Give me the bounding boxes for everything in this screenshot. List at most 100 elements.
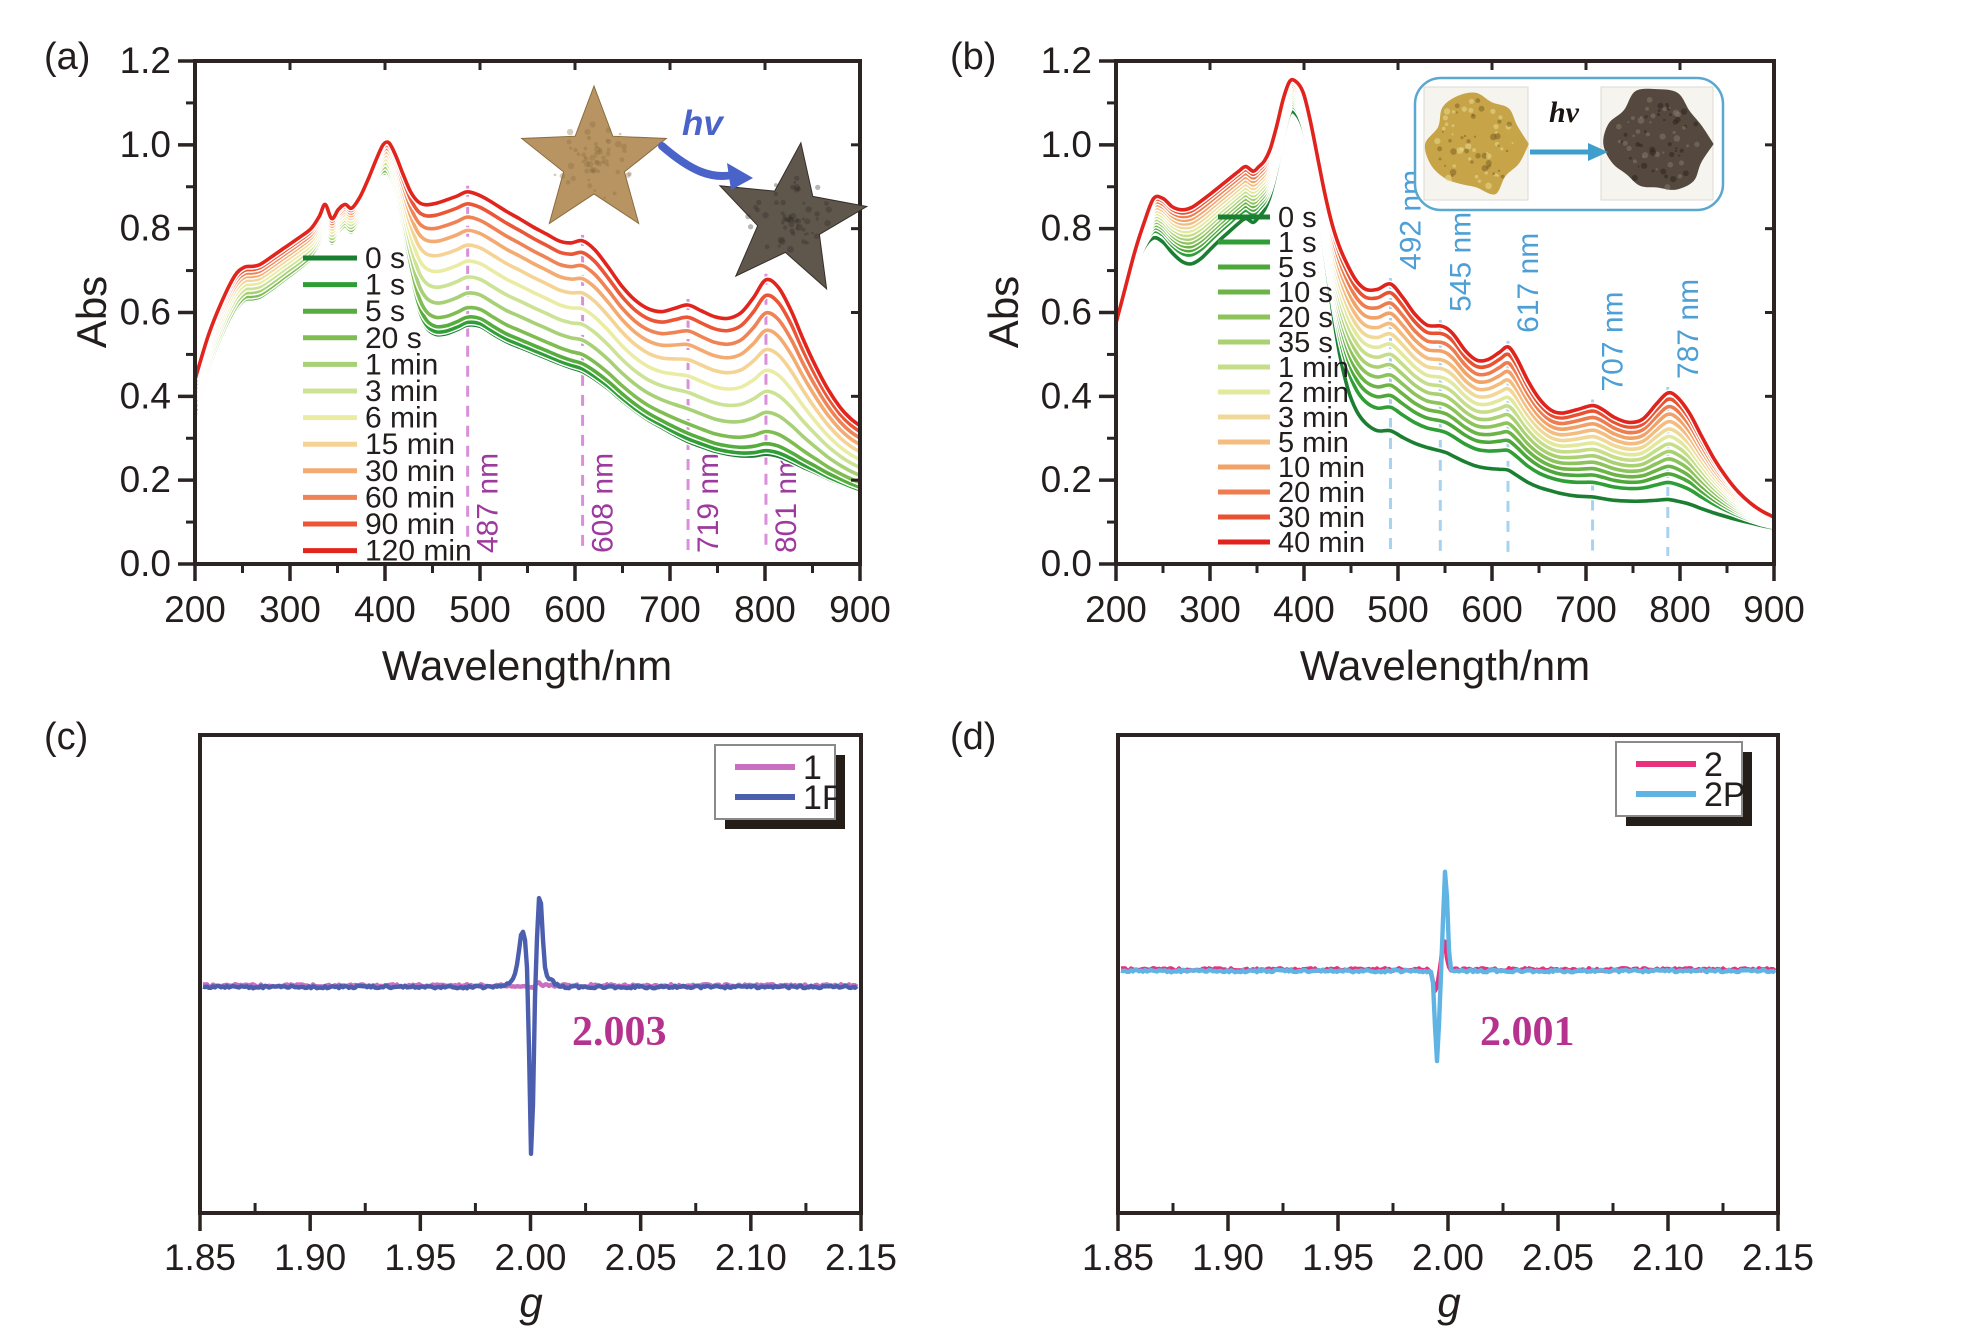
powder-before-powder-speckle bbox=[1461, 106, 1467, 112]
star-speckle bbox=[569, 146, 573, 150]
star-speckle bbox=[601, 155, 606, 160]
powder-after-powder-speckle bbox=[1635, 129, 1641, 134]
legend-label: 30 min bbox=[365, 455, 455, 488]
star-speckle bbox=[780, 199, 786, 206]
powder-before-powder-speckle bbox=[1485, 165, 1490, 170]
powder-before-powder-speckle bbox=[1484, 171, 1488, 175]
star-speckle bbox=[773, 183, 778, 187]
powder-before-powder-speckle bbox=[1511, 141, 1514, 144]
powder-before-powder-speckle bbox=[1494, 133, 1501, 140]
legend-label: 30 min bbox=[1278, 502, 1365, 534]
panel-a-yaxis-title: Abs bbox=[68, 275, 115, 349]
star-after-icon bbox=[718, 141, 869, 291]
powder-after-powder-speckle bbox=[1669, 113, 1672, 116]
legend-box bbox=[1615, 741, 1743, 817]
star-speckle bbox=[777, 236, 785, 244]
panel-b-inset bbox=[1413, 76, 1725, 212]
star-speckle bbox=[793, 186, 800, 193]
powder-before-powder-speckle bbox=[1498, 115, 1503, 120]
star-before-icon bbox=[520, 84, 668, 225]
peak-label-608: 608 nm bbox=[587, 453, 620, 553]
star-speckle bbox=[762, 212, 769, 219]
y-tick-label: 1.0 bbox=[1041, 124, 1092, 165]
x-tick-label: 1.95 bbox=[1302, 1237, 1374, 1278]
legend-label: 15 min bbox=[365, 428, 455, 461]
star-speckle bbox=[787, 245, 794, 253]
star-speckle bbox=[573, 147, 578, 153]
x-tick-label: 800 bbox=[734, 589, 796, 630]
epr-panel: 1.85 1.90 1.95 2.00 2.05 2.10 2.15 11P bbox=[164, 733, 897, 1278]
powder-before-powder-speckle bbox=[1450, 148, 1457, 155]
uvvis-panel: 487 nm 608 nm 719 nm 801 nm 200 300 400 500 600 7… bbox=[120, 40, 891, 630]
powder-after-powder-speckle bbox=[1631, 174, 1638, 182]
star-speckle bbox=[813, 233, 820, 240]
powder-after-powder-speckle bbox=[1641, 162, 1648, 169]
star-speckle bbox=[583, 146, 588, 151]
powder-after-powder-speckle bbox=[1673, 135, 1681, 142]
star-speckle bbox=[784, 217, 788, 222]
star-speckle bbox=[594, 146, 601, 153]
powder-after-powder-speckle bbox=[1656, 112, 1661, 117]
x-tick-label: 2.05 bbox=[1522, 1237, 1594, 1278]
panel-b-inset-hv-label: hv bbox=[1549, 96, 1579, 129]
star-speckle bbox=[587, 178, 591, 182]
spectra-curves bbox=[1112, 76, 1776, 532]
y-tick-label: 1.2 bbox=[1041, 40, 1092, 81]
powder-before-powder-speckle bbox=[1442, 115, 1448, 121]
star-speckle bbox=[796, 224, 800, 227]
powder-before-powder-speckle bbox=[1468, 98, 1475, 105]
star-speckle bbox=[780, 221, 785, 225]
epr-panel: 1.85 1.90 1.95 2.00 2.05 2.10 2.15 22P bbox=[1082, 733, 1814, 1278]
legend-label: 10 min bbox=[1278, 452, 1365, 484]
star-speckle bbox=[794, 175, 800, 181]
y-tick-label: 1.2 bbox=[120, 40, 171, 81]
star-speckle bbox=[627, 171, 632, 177]
powder-after-powder-speckle bbox=[1674, 149, 1678, 152]
powder-after-powder-speckle bbox=[1657, 102, 1664, 109]
y-tick-label: 0.4 bbox=[120, 375, 171, 416]
y-tick-label: 0.2 bbox=[1041, 459, 1092, 500]
powder-before-powder-speckle bbox=[1506, 121, 1512, 127]
star-speckle bbox=[778, 238, 786, 245]
axes-frame: 1.85 1.90 1.95 2.00 2.05 2.10 2.15 bbox=[164, 733, 897, 1278]
powder-after-powder-speckle bbox=[1649, 146, 1656, 153]
powder-before-powder-speckle bbox=[1477, 179, 1482, 184]
peak-label-801: 801 nm bbox=[770, 453, 803, 553]
x-tick-label: 2.00 bbox=[1412, 1237, 1484, 1278]
powder-after-powder-speckle bbox=[1630, 115, 1635, 120]
powder-after-powder-speckle bbox=[1637, 117, 1645, 124]
x-tick-label: 600 bbox=[1461, 589, 1523, 630]
star-speckle bbox=[595, 150, 601, 156]
y-tick-label: 0.4 bbox=[1041, 375, 1092, 416]
powder-before-powder-speckle bbox=[1441, 130, 1445, 133]
powder-after-powder-speckle bbox=[1651, 169, 1655, 173]
star-speckle bbox=[592, 167, 598, 173]
star-speckle bbox=[625, 172, 631, 178]
powder-after-powder-speckle bbox=[1650, 113, 1656, 119]
star-speckle bbox=[825, 206, 832, 213]
legend-label: 1 s bbox=[365, 269, 405, 302]
powder-after-powder-speckle bbox=[1679, 148, 1684, 153]
star-speckle bbox=[786, 219, 791, 223]
star-speckle bbox=[755, 207, 760, 213]
legend-label: 1 s bbox=[1278, 227, 1317, 259]
powder-before-powder-speckle bbox=[1463, 134, 1467, 138]
legend-label: 1 min bbox=[365, 348, 438, 381]
x-tick-label: 1.90 bbox=[274, 1237, 346, 1278]
powder-after-powder-speckle bbox=[1682, 125, 1686, 130]
powder-after-powder-speckle bbox=[1667, 142, 1672, 147]
legend-label: 1P bbox=[803, 779, 845, 817]
hv-arrow-curve bbox=[658, 142, 737, 181]
star-speckle bbox=[801, 239, 807, 245]
legend-label: 40 min bbox=[1278, 527, 1365, 559]
star-speckle bbox=[756, 199, 762, 205]
legend-label: 10 s bbox=[1278, 277, 1333, 309]
legend-label: 5 min bbox=[1278, 427, 1349, 459]
powder-after-powder-speckle bbox=[1628, 156, 1632, 160]
star-speckle bbox=[621, 143, 627, 150]
powder-before-powder-speckle bbox=[1441, 126, 1446, 131]
panel-b-xaxis-title: Wavelength/nm bbox=[1299, 642, 1591, 689]
legend-label: 3 min bbox=[365, 375, 438, 408]
powder-after-powder-speckle bbox=[1660, 168, 1667, 175]
powder-before-powder-speckle bbox=[1492, 172, 1496, 176]
